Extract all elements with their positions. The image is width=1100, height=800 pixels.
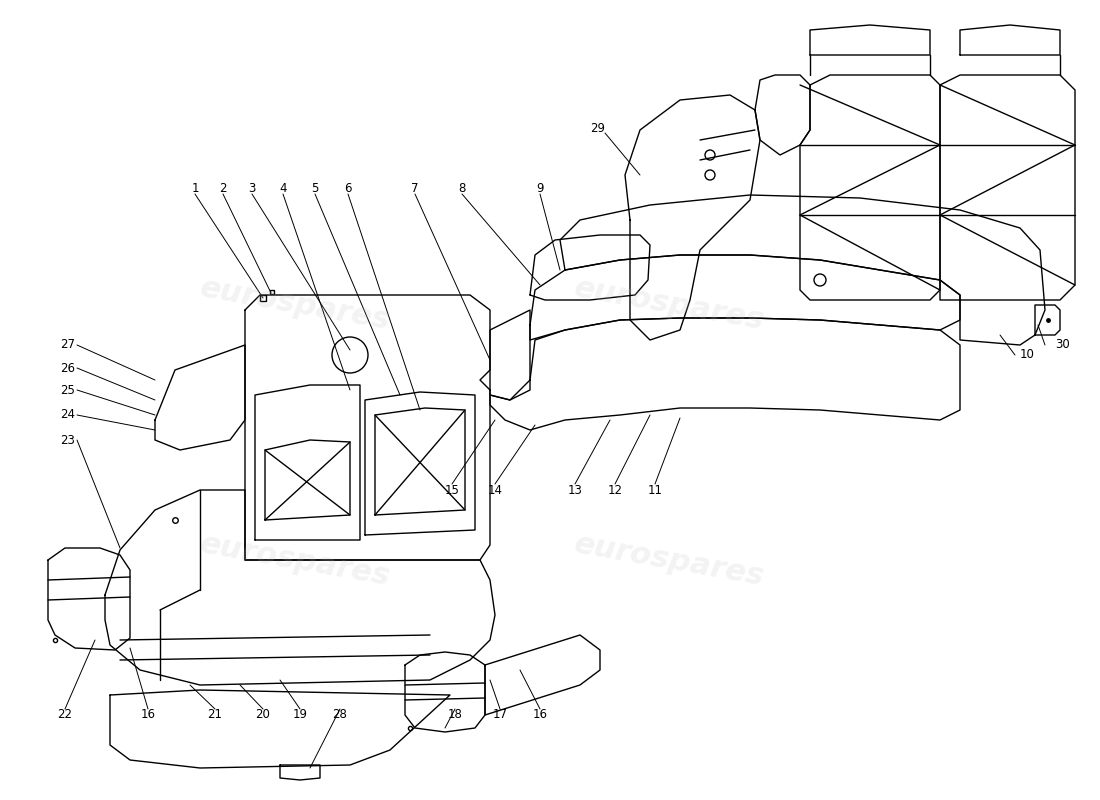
Text: 4: 4 bbox=[279, 182, 287, 194]
Text: 12: 12 bbox=[607, 483, 623, 497]
Text: eurospares: eurospares bbox=[572, 529, 767, 591]
Text: 29: 29 bbox=[591, 122, 605, 134]
Text: 28: 28 bbox=[332, 709, 348, 722]
Text: 6: 6 bbox=[344, 182, 352, 194]
Text: 21: 21 bbox=[208, 709, 222, 722]
Text: eurospares: eurospares bbox=[198, 529, 393, 591]
Text: eurospares: eurospares bbox=[198, 273, 393, 335]
Text: 16: 16 bbox=[532, 709, 548, 722]
Text: 2: 2 bbox=[219, 182, 227, 194]
Text: eurospares: eurospares bbox=[572, 273, 767, 335]
Text: 25: 25 bbox=[60, 383, 75, 397]
Text: 18: 18 bbox=[448, 709, 462, 722]
Text: 5: 5 bbox=[311, 182, 319, 194]
Text: 7: 7 bbox=[411, 182, 419, 194]
Text: 23: 23 bbox=[60, 434, 75, 446]
Text: 10: 10 bbox=[1020, 349, 1035, 362]
Text: 11: 11 bbox=[648, 483, 662, 497]
Text: 1: 1 bbox=[191, 182, 199, 194]
Text: 17: 17 bbox=[493, 709, 507, 722]
Text: 8: 8 bbox=[459, 182, 465, 194]
Text: 24: 24 bbox=[60, 409, 75, 422]
Text: 19: 19 bbox=[293, 709, 308, 722]
Text: 20: 20 bbox=[255, 709, 271, 722]
Text: 9: 9 bbox=[537, 182, 543, 194]
Text: 26: 26 bbox=[60, 362, 75, 374]
Text: 30: 30 bbox=[1055, 338, 1069, 351]
Text: 3: 3 bbox=[249, 182, 255, 194]
Text: 16: 16 bbox=[141, 709, 155, 722]
Text: 14: 14 bbox=[487, 483, 503, 497]
Text: 22: 22 bbox=[57, 709, 73, 722]
Text: 13: 13 bbox=[568, 483, 582, 497]
Text: 27: 27 bbox=[60, 338, 75, 351]
Text: 15: 15 bbox=[444, 483, 460, 497]
